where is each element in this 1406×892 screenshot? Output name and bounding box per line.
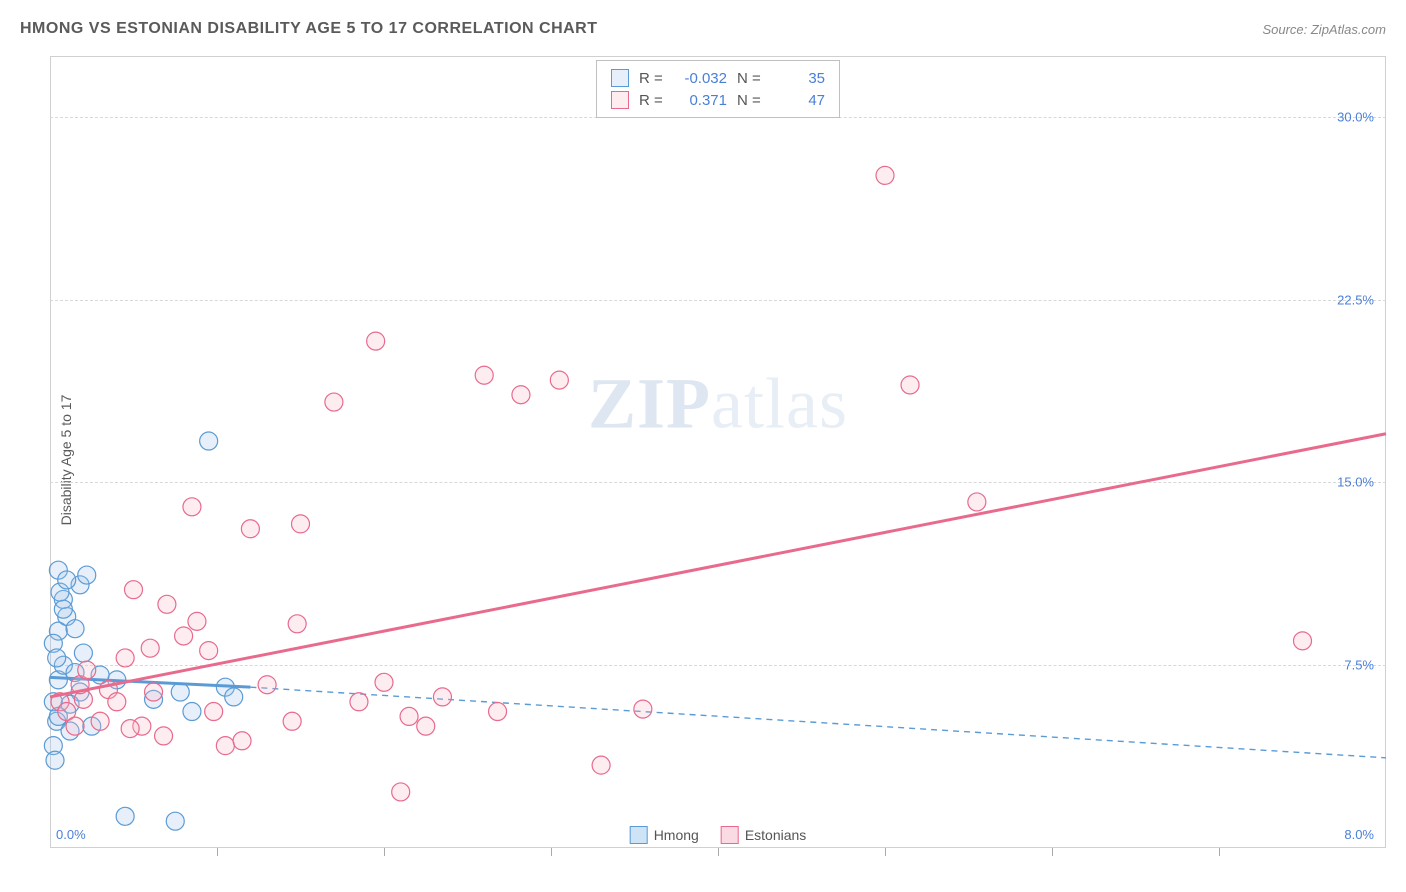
scatter-point-estonians	[375, 673, 393, 691]
scatter-point-estonians	[155, 727, 173, 745]
x-tick	[1052, 848, 1053, 856]
scatter-point-hmong	[183, 703, 201, 721]
scatter-point-estonians	[205, 703, 223, 721]
x-tick	[885, 848, 886, 856]
scatter-point-estonians	[392, 783, 410, 801]
stats-legend-box: R = -0.032 N = 35 R = 0.371 N = 47	[596, 60, 840, 118]
n-label: N =	[737, 92, 765, 109]
r-value: 0.371	[677, 92, 727, 109]
n-value: 47	[775, 92, 825, 109]
scatter-point-estonians	[188, 612, 206, 630]
scatter-point-estonians	[433, 688, 451, 706]
scatter-point-estonians	[158, 595, 176, 613]
scatter-point-estonians	[233, 732, 251, 750]
scatter-point-estonians	[175, 627, 193, 645]
r-label: R =	[639, 70, 667, 87]
series-legend: Hmong Estonians	[630, 826, 807, 844]
scatter-point-hmong	[166, 812, 184, 830]
scatter-point-hmong	[78, 566, 96, 584]
swatch-estonians	[611, 91, 629, 109]
source-credit: Source: ZipAtlas.com	[1262, 22, 1386, 37]
scatter-point-estonians	[475, 366, 493, 384]
plot-area: Disability Age 5 to 17 ZIPatlas 7.5%15.0…	[50, 56, 1386, 848]
x-tick	[217, 848, 218, 856]
scatter-point-estonians	[183, 498, 201, 516]
scatter-point-hmong	[48, 649, 66, 667]
scatter-point-hmong	[66, 620, 84, 638]
scatter-point-estonians	[1294, 632, 1312, 650]
x-tick	[384, 848, 385, 856]
scatter-point-estonians	[200, 642, 218, 660]
scatter-point-hmong	[225, 688, 243, 706]
scatter-point-hmong	[54, 600, 72, 618]
legend-item-hmong: Hmong	[630, 826, 699, 844]
scatter-point-hmong	[58, 571, 76, 589]
legend-item-estonians: Estonians	[721, 826, 806, 844]
scatter-point-estonians	[901, 376, 919, 394]
scatter-point-estonians	[367, 332, 385, 350]
n-label: N =	[737, 70, 765, 87]
trend-line-estonians	[50, 434, 1386, 697]
scatter-point-estonians	[288, 615, 306, 633]
scatter-point-estonians	[78, 661, 96, 679]
swatch-hmong	[611, 69, 629, 87]
scatter-point-estonians	[283, 712, 301, 730]
scatter-point-estonians	[125, 581, 143, 599]
stats-row-estonians: R = 0.371 N = 47	[611, 89, 825, 111]
x-tick	[1219, 848, 1220, 856]
scatter-point-estonians	[292, 515, 310, 533]
scatter-point-estonians	[91, 712, 109, 730]
x-tick	[718, 848, 719, 856]
stats-row-hmong: R = -0.032 N = 35	[611, 67, 825, 89]
scatter-point-estonians	[350, 693, 368, 711]
scatter-point-estonians	[116, 649, 134, 667]
chart-title: HMONG VS ESTONIAN DISABILITY AGE 5 TO 17…	[20, 20, 598, 38]
scatter-point-estonians	[325, 393, 343, 411]
scatter-point-estonians	[634, 700, 652, 718]
scatter-point-estonians	[968, 493, 986, 511]
r-label: R =	[639, 92, 667, 109]
scatter-point-estonians	[108, 693, 126, 711]
scatter-point-estonians	[121, 720, 139, 738]
scatter-point-estonians	[258, 676, 276, 694]
scatter-point-estonians	[66, 717, 84, 735]
legend-swatch	[721, 826, 739, 844]
scatter-point-estonians	[400, 707, 418, 725]
scatter-point-estonians	[145, 683, 163, 701]
scatter-point-estonians	[512, 386, 530, 404]
scatter-point-hmong	[46, 751, 64, 769]
scatter-point-estonians	[141, 639, 159, 657]
scatter-point-hmong	[200, 432, 218, 450]
scatter-point-estonians	[489, 703, 507, 721]
r-value: -0.032	[677, 70, 727, 87]
x-tick	[551, 848, 552, 856]
scatter-point-estonians	[550, 371, 568, 389]
scatter-point-hmong	[116, 807, 134, 825]
scatter-point-hmong	[171, 683, 189, 701]
scatter-point-estonians	[216, 737, 234, 755]
scatter-point-estonians	[241, 520, 259, 538]
scatter-point-estonians	[876, 166, 894, 184]
scatter-point-hmong	[74, 644, 92, 662]
scatter-point-estonians	[417, 717, 435, 735]
n-value: 35	[775, 70, 825, 87]
legend-swatch	[630, 826, 648, 844]
scatter-svg	[50, 56, 1386, 848]
legend-label: Estonians	[745, 827, 806, 843]
scatter-point-estonians	[592, 756, 610, 774]
legend-label: Hmong	[654, 827, 699, 843]
